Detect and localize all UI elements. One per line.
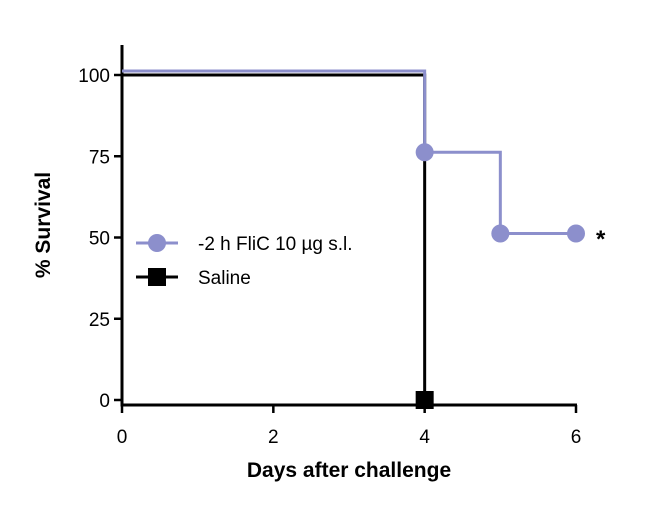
- series-layer: [122, 69, 585, 409]
- x-tick-label: 4: [419, 427, 430, 448]
- x-tick-label: 0: [117, 427, 128, 448]
- y-tick-label: 75: [89, 147, 110, 168]
- legend: -2 h FliC 10 µg s.l. Saline: [136, 234, 353, 289]
- legend-marker-square: [148, 268, 166, 286]
- data-point-circle: [415, 143, 434, 162]
- legend-label: -2 h FliC 10 µg s.l.: [198, 234, 353, 255]
- y-tick-label: 0: [99, 391, 110, 412]
- y-tick-label: 50: [89, 229, 110, 250]
- y-tick-label: 100: [78, 66, 110, 87]
- x-axis-label: Days after challenge: [247, 459, 451, 482]
- data-point-square: [415, 391, 434, 409]
- x-tick-label: 2: [268, 427, 279, 448]
- legend-marker-circle: [148, 234, 166, 252]
- data-point-circle: [491, 224, 510, 243]
- y-tick-label: 25: [89, 310, 110, 331]
- data-point-circle: [567, 224, 585, 243]
- series-line-flic: [122, 69, 576, 235]
- x-tick-label: 6: [571, 427, 582, 448]
- legend-label: Saline: [198, 268, 251, 289]
- significance-annotation: *: [596, 226, 606, 253]
- y-axis-label: % Survival: [32, 172, 55, 278]
- axes: 0 25 50 75 100 0 2 4 6: [78, 45, 581, 448]
